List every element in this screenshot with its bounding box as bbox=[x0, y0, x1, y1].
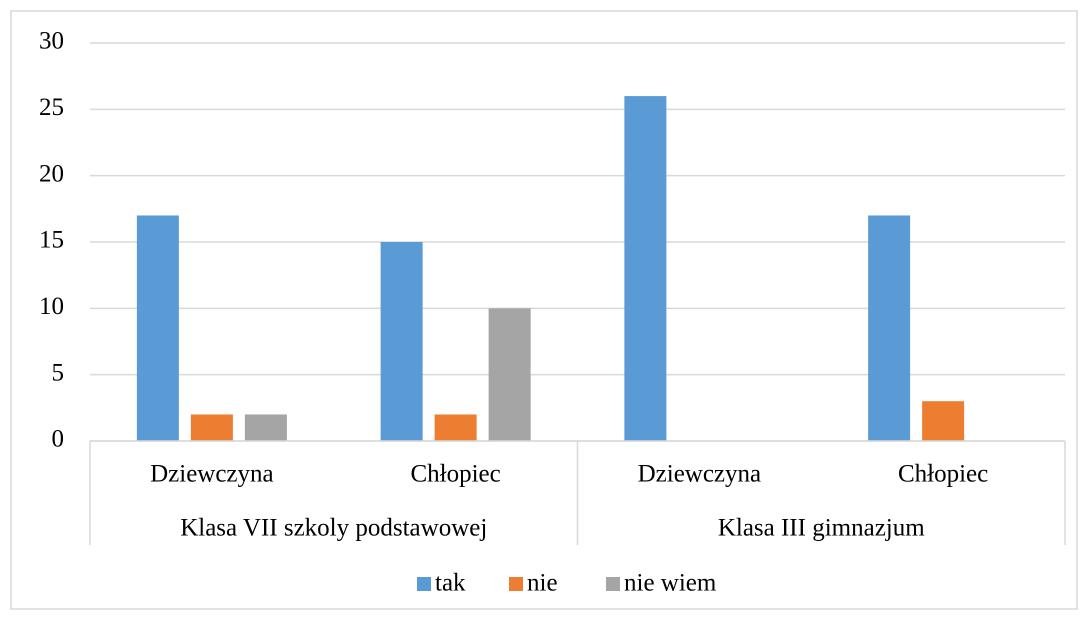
bar bbox=[244, 414, 287, 441]
bar bbox=[488, 308, 531, 441]
bar bbox=[434, 414, 477, 441]
group-label: Klasa III gimnazjum bbox=[718, 515, 925, 542]
y-tick-label: 30 bbox=[39, 28, 64, 55]
bar bbox=[136, 215, 179, 441]
legend-swatch bbox=[509, 577, 523, 591]
legend-label: nie bbox=[527, 570, 558, 597]
bar bbox=[190, 414, 233, 441]
x-tick-label: Dziewczyna bbox=[150, 461, 274, 488]
bar bbox=[922, 401, 965, 441]
y-tick-label: 25 bbox=[39, 94, 64, 121]
legend-label: nie wiem bbox=[624, 570, 717, 597]
x-tick-label: Chłopiec bbox=[898, 461, 988, 488]
bar bbox=[868, 215, 911, 441]
bar bbox=[624, 96, 667, 442]
x-tick-label: Dziewczyna bbox=[638, 461, 762, 488]
bar bbox=[380, 242, 423, 441]
legend-swatch bbox=[417, 577, 431, 591]
y-tick-label: 20 bbox=[39, 160, 64, 187]
y-tick-label: 5 bbox=[52, 359, 65, 386]
y-tick-label: 0 bbox=[52, 426, 65, 453]
legend-label: tak bbox=[435, 570, 466, 597]
y-tick-label: 10 bbox=[39, 293, 64, 320]
group-label: Klasa VII szkoly podstawowej bbox=[180, 515, 487, 542]
x-tick-label: Chłopiec bbox=[410, 461, 500, 488]
y-tick-label: 15 bbox=[39, 227, 64, 254]
legend-swatch bbox=[606, 577, 620, 591]
